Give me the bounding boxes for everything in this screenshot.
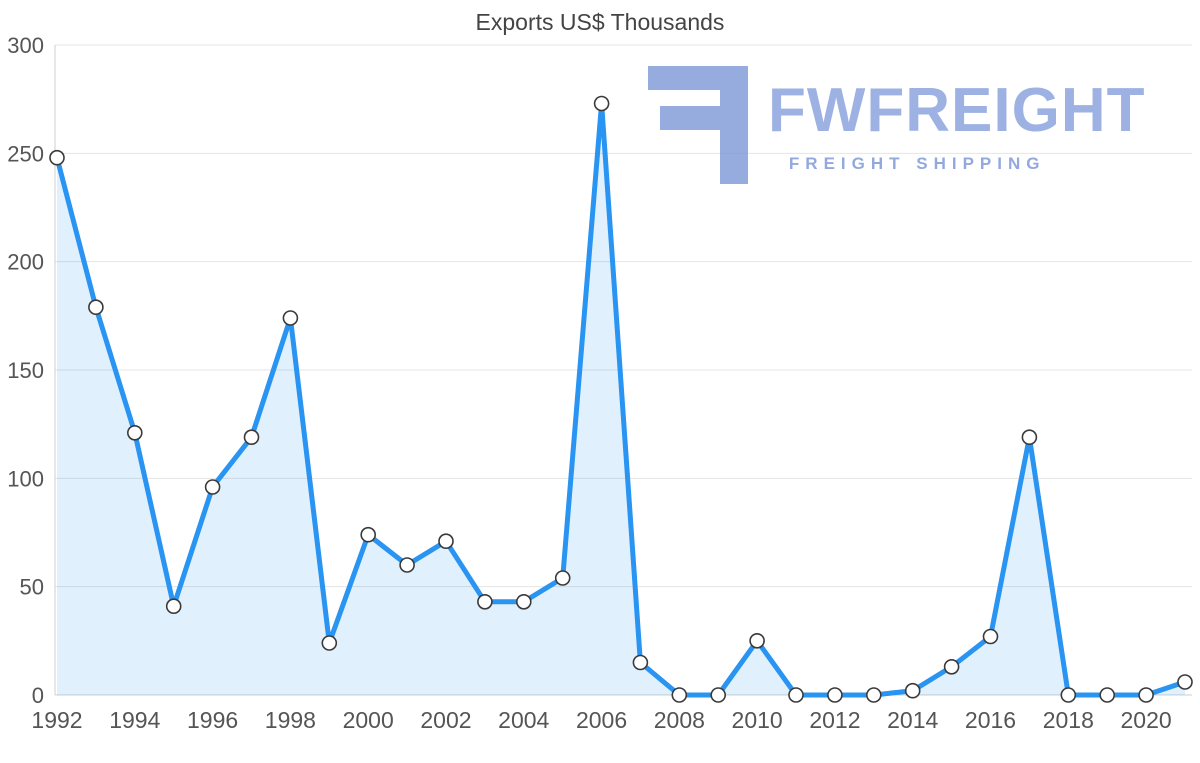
- y-tick-label: 150: [7, 358, 44, 383]
- data-point-2021[interactable]: [1177, 674, 1193, 690]
- y-tick-label: 0: [32, 683, 44, 708]
- data-point-2018[interactable]: [1060, 687, 1077, 703]
- data-point-1994[interactable]: [127, 424, 143, 441]
- data-point-1998[interactable]: [282, 310, 299, 326]
- x-tick-label: 2012: [809, 707, 860, 733]
- data-point-1995[interactable]: [165, 598, 182, 615]
- data-point-2011[interactable]: [788, 687, 804, 703]
- data-point-2009[interactable]: [710, 687, 727, 703]
- data-point-2003[interactable]: [477, 593, 493, 610]
- data-point-2017[interactable]: [1021, 429, 1038, 446]
- data-point-2010[interactable]: [749, 632, 765, 649]
- x-tick-label: 1994: [109, 707, 160, 733]
- chart-title: Exports US$ Thousands: [475, 9, 725, 35]
- data-point-2004[interactable]: [515, 593, 532, 610]
- data-point-2002[interactable]: [438, 533, 454, 550]
- x-tick-label: 2016: [965, 707, 1016, 733]
- x-tick-label: 2006: [576, 707, 627, 733]
- data-point-2006[interactable]: [593, 95, 610, 112]
- x-tick-label: 2010: [732, 707, 783, 733]
- data-point-2020[interactable]: [1138, 687, 1154, 703]
- data-point-2016[interactable]: [982, 628, 999, 645]
- data-point-1996[interactable]: [204, 479, 221, 495]
- data-point-1993[interactable]: [88, 299, 104, 316]
- x-tick-label: 1996: [187, 707, 238, 733]
- y-tick-label: 300: [7, 33, 44, 58]
- data-point-1997[interactable]: [243, 429, 260, 446]
- data-point-2015[interactable]: [943, 658, 960, 675]
- x-tick-label: 2004: [498, 707, 549, 733]
- y-tick-label: 100: [7, 466, 44, 491]
- x-tick-label: 2002: [420, 707, 471, 733]
- data-point-1992[interactable]: [49, 149, 65, 166]
- data-point-2000[interactable]: [360, 526, 377, 543]
- exports-line: [54, 101, 1188, 698]
- x-tick-label: 1992: [31, 707, 82, 733]
- data-point-2013[interactable]: [865, 687, 882, 703]
- y-tick-label: 50: [20, 575, 44, 600]
- x-tick-label: 2008: [654, 707, 705, 733]
- data-point-2001[interactable]: [399, 557, 415, 573]
- data-point-2008[interactable]: [671, 687, 688, 703]
- x-tick-label: 1998: [265, 707, 316, 733]
- data-point-2005[interactable]: [554, 570, 571, 586]
- x-tick-label: 2014: [887, 707, 938, 733]
- data-point-2019[interactable]: [1099, 687, 1115, 703]
- x-tick-label: 2018: [1043, 707, 1094, 733]
- data-point-2007[interactable]: [632, 654, 649, 671]
- x-tick-label: 2020: [1121, 707, 1172, 733]
- data-point-2014[interactable]: [904, 682, 921, 699]
- data-point-1999[interactable]: [321, 635, 338, 651]
- data-point-2012[interactable]: [827, 687, 843, 703]
- x-tick-label: 2000: [343, 707, 394, 733]
- y-tick-label: 200: [7, 250, 44, 275]
- y-tick-label: 250: [7, 141, 44, 166]
